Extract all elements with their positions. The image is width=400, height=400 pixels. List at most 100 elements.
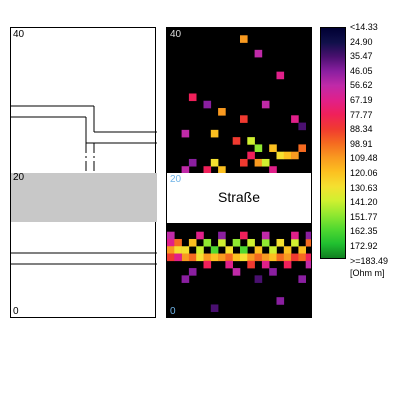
- street-label: Straße: [217, 189, 260, 205]
- heatmap-y-mid-label: 20: [170, 174, 182, 185]
- heatmap-cell: [181, 246, 190, 254]
- heatmap-cell: [203, 260, 212, 269]
- heatmap-cell: [188, 253, 197, 262]
- colorbar-tick-label: 67.19: [350, 95, 373, 105]
- heatmap-cell: [188, 238, 197, 247]
- heatmap-cell: [298, 253, 306, 262]
- heatmap-cell: [181, 129, 190, 138]
- heatmap-cell: [298, 246, 306, 254]
- heatmap-cell: [181, 275, 190, 283]
- heatmap-cell: [269, 268, 277, 276]
- heatmap-cell: [218, 238, 226, 247]
- colorbar-tick-label: <14.33: [350, 22, 378, 32]
- heatmap-cell: [291, 115, 299, 123]
- colorbar-tick-label: 120.06: [350, 168, 378, 178]
- heatmap-cell: [254, 246, 263, 254]
- heatmap-cell: [283, 260, 292, 269]
- heatmap-cell: [188, 93, 197, 102]
- heatmap-cell: [225, 253, 233, 262]
- heatmap-cell: [240, 231, 248, 240]
- heatmap-cell: [218, 166, 226, 174]
- heatmap-cell: [203, 253, 212, 262]
- heatmap-cell: [247, 238, 255, 247]
- heatmap-cell: [254, 275, 263, 283]
- heatmap-cell: [240, 158, 248, 167]
- heatmap-cell: [254, 49, 263, 58]
- plan-y-bottom-label: 0: [13, 306, 19, 317]
- heatmap-cell: [167, 246, 175, 254]
- colorbar: [320, 27, 346, 259]
- heatmap-cell: [261, 158, 270, 167]
- colorbar-tick-label: 162.35: [350, 226, 378, 237]
- colorbar-tick-label: 130.63: [350, 182, 378, 193]
- heatmap-cell: [181, 166, 190, 174]
- colorbar-tick-label: 109.48: [350, 153, 378, 164]
- heatmap-cell: [196, 253, 204, 262]
- heatmap-cell: [210, 253, 219, 262]
- heatmap-cell: [240, 253, 248, 262]
- heatmap-cell: [232, 253, 241, 262]
- heatmap-cell: [291, 231, 299, 240]
- heatmap-cell: [261, 100, 270, 109]
- heatmap-cell: [240, 115, 248, 123]
- heatmap-cell: [225, 260, 233, 269]
- plan-shaded-band: [11, 173, 157, 222]
- heatmap-cell: [298, 144, 306, 152]
- heatmap-cell: [247, 151, 255, 160]
- heatmap-cell: [305, 231, 311, 240]
- colorbar-tick-label: 56.62: [350, 80, 373, 91]
- heatmap-cell: [247, 260, 255, 269]
- heatmap-cell: [174, 246, 182, 254]
- heatmap-cell: [203, 100, 212, 109]
- heatmap-cell: [298, 275, 306, 283]
- heatmap-cell: [225, 246, 233, 254]
- heatmap-cell: [232, 268, 241, 276]
- heatmap-cell: [210, 129, 219, 138]
- heatmap-cell: [203, 166, 212, 174]
- heatmap-y-top-label: 40: [170, 29, 182, 40]
- heatmap-cell: [210, 304, 219, 313]
- heatmap-y-bottom-label: 0: [170, 306, 176, 317]
- heatmap-cell: [261, 231, 270, 240]
- colorbar-tick-label: 77.77: [350, 109, 373, 120]
- heatmap-cell: [291, 151, 299, 160]
- heatmap-cell: [305, 253, 311, 262]
- heatmap-cell: [269, 144, 277, 152]
- colorbar-tick-label: 141.20: [350, 197, 378, 208]
- colorbar-unit-label: [Ohm m]: [350, 268, 385, 278]
- colorbar-tick-label: >=183.49: [350, 255, 389, 266]
- heatmap-cell: [276, 151, 285, 160]
- heatmap-cell: [269, 246, 277, 254]
- colorbar-tick-label: 88.34: [350, 124, 373, 135]
- heatmap-canvas: [167, 35, 311, 313]
- heatmap-cell: [269, 166, 277, 174]
- heatmap-cell: [254, 253, 263, 262]
- heatmap-cell: [210, 246, 219, 254]
- heatmap-cell: [283, 151, 292, 160]
- heatmap-cell: [218, 231, 226, 240]
- heatmap-cell: [203, 238, 212, 247]
- heatmap-cell: [283, 246, 292, 254]
- heatmap-cell: [232, 238, 241, 247]
- heatmap-cell: [218, 253, 226, 262]
- colorbar-tick-label: 46.05: [350, 65, 373, 76]
- heatmap-cell: [240, 246, 248, 254]
- street-mask: Straße: [167, 173, 311, 223]
- heatmap-cell: [261, 253, 270, 262]
- heatmap-cell: [196, 231, 204, 240]
- heatmap-cell: [291, 238, 299, 247]
- heatmap-cell: [298, 122, 306, 131]
- heatmap-cell: [283, 253, 292, 262]
- heatmap-cell: [188, 158, 197, 167]
- heatmap-cell: [276, 253, 285, 262]
- heatmap-cell: [276, 238, 285, 247]
- heatmap-cell: [269, 253, 277, 262]
- heatmap-cell: [174, 238, 182, 247]
- heatmap-cell: [167, 238, 175, 247]
- heatmap-cell: [196, 246, 204, 254]
- heatmap-cell: [247, 253, 255, 262]
- heatmap-cell: [188, 268, 197, 276]
- colorbar-tick-label: 172.92: [350, 241, 378, 251]
- heatmap-cell: [167, 231, 175, 240]
- colorbar-tick-label: 98.91: [350, 138, 373, 149]
